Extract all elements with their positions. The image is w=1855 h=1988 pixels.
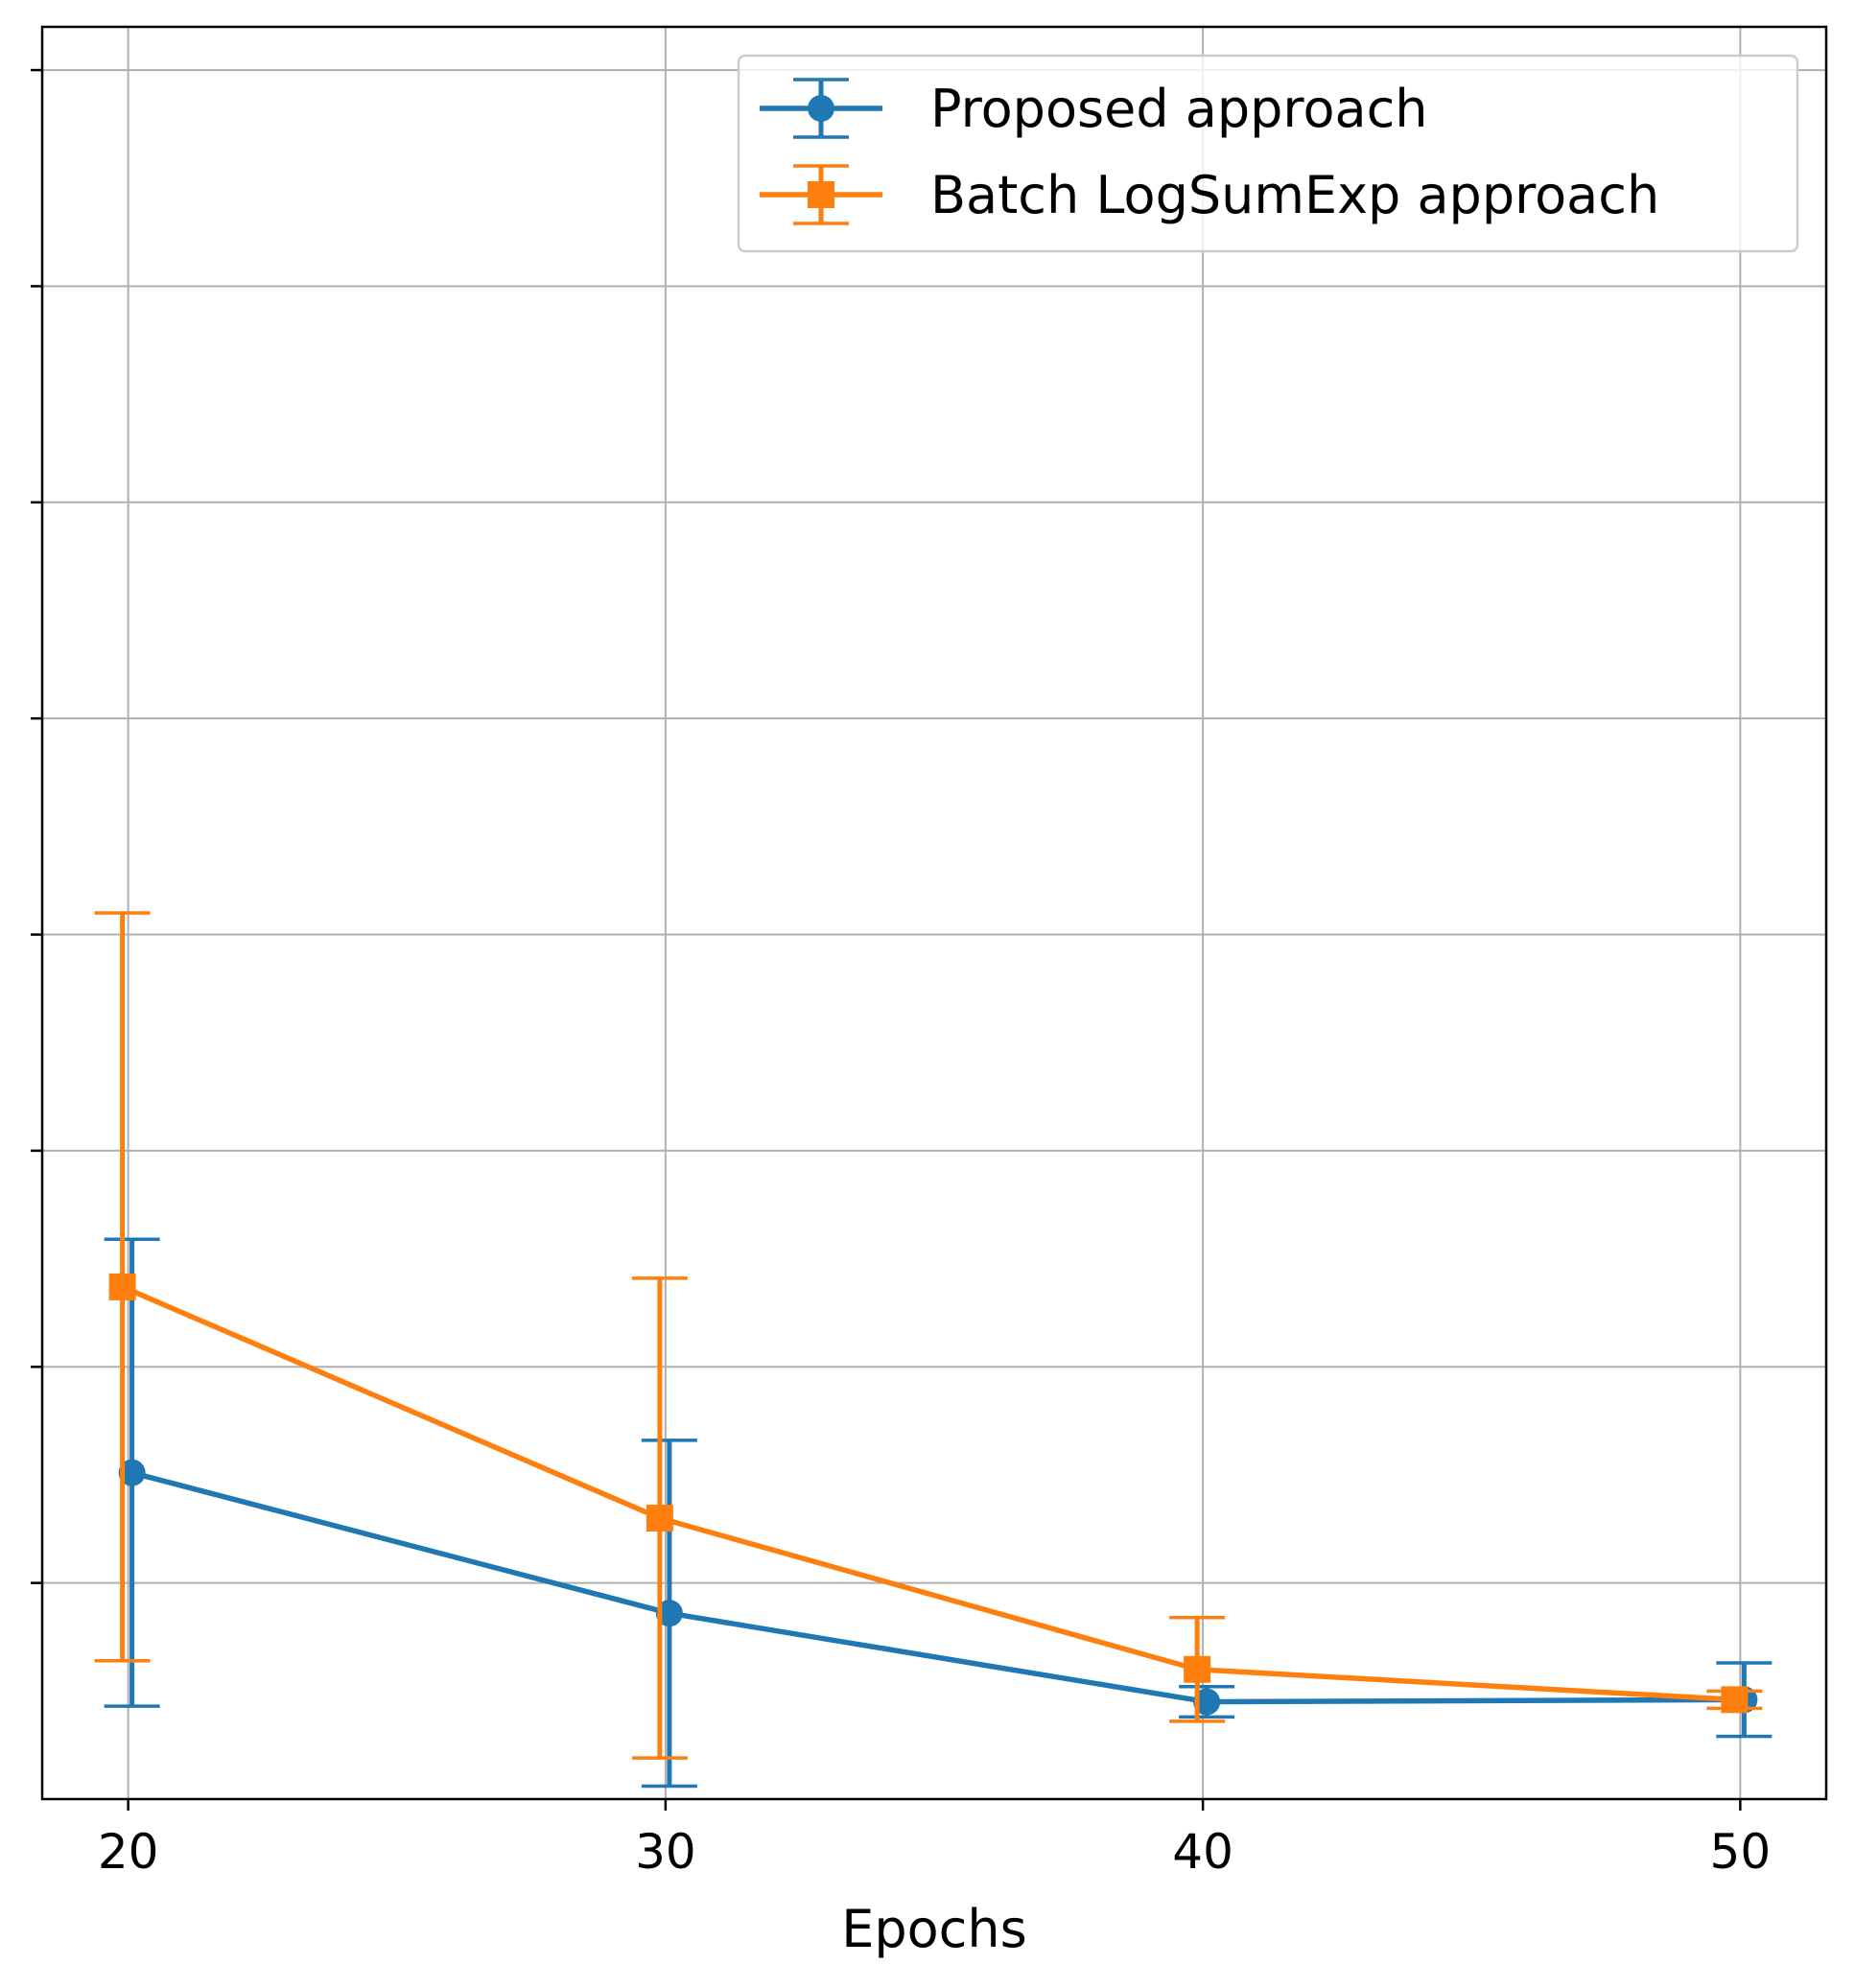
axis-ticks: 20 30 40 50: [31, 68, 1772, 1880]
data-point: [1184, 1655, 1211, 1683]
series-line: [121, 1284, 1735, 1703]
data-point: [1721, 1686, 1749, 1714]
x-axis-label: Epochs: [841, 1899, 1026, 1959]
x-tick-label: 50: [1710, 1824, 1772, 1880]
legend-entry: Batch LogSumExp approach: [760, 164, 1659, 225]
data-point: [655, 1600, 683, 1627]
x-tick-label: 40: [1172, 1824, 1233, 1880]
series-batch-logsumexp: [94, 911, 1763, 1760]
legend-marker: [808, 181, 834, 208]
series-proposed: [104, 1237, 1773, 1789]
x-tick-label: 20: [98, 1824, 159, 1880]
legend-marker: [808, 95, 834, 122]
legend-label: Batch LogSumExp approach: [930, 165, 1659, 225]
data-point: [118, 1459, 146, 1486]
grid: [42, 27, 1826, 1799]
data-point: [1193, 1688, 1221, 1716]
legend-entry: Proposed approach: [760, 78, 1427, 139]
series: [94, 911, 1773, 1789]
x-tick-label: 30: [635, 1824, 696, 1880]
legend-label: Proposed approach: [930, 79, 1427, 139]
series-line: [130, 1470, 1745, 1705]
plot-frame: [40, 25, 1828, 1801]
legend-box: [737, 54, 1799, 253]
data-point: [108, 1273, 136, 1300]
data-point: [646, 1505, 673, 1532]
legend: Proposed approach Batch LogSumExp approac…: [737, 54, 1799, 253]
